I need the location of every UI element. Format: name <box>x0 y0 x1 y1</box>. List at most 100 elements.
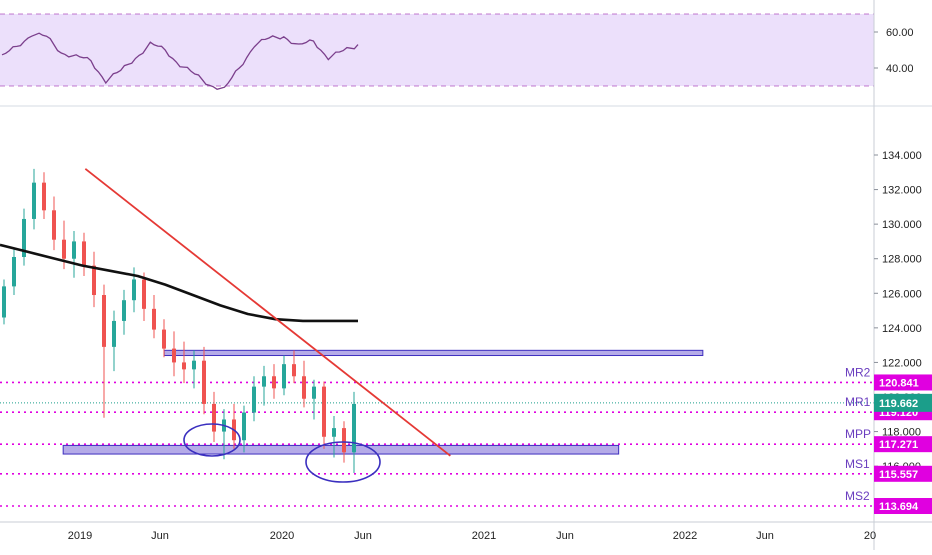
candle <box>182 341 186 384</box>
candle-body <box>102 295 106 347</box>
time-tick-label: 2020 <box>270 530 294 542</box>
candle <box>32 168 36 230</box>
price-axis[interactable]: 60.00 40.00 134.000 132.000 130.000 128.000 12… <box>873 0 932 550</box>
price-tick-label: 118.000 <box>882 427 921 439</box>
candle-body <box>152 308 156 330</box>
upper-resistance-zone[interactable] <box>163 349 704 357</box>
candle <box>72 231 76 278</box>
candle <box>112 310 116 372</box>
pivot-badge-mpp <box>874 436 932 453</box>
pivot-badge-mr2 <box>874 374 932 391</box>
candle <box>102 284 106 418</box>
candle-body <box>22 218 26 257</box>
time-tick-label: 20 <box>864 530 876 542</box>
price-panel: MR2 MR1 MPP MS1 MS2 <box>0 168 874 507</box>
pivot-badge-ms2 <box>874 498 932 515</box>
candle <box>172 331 176 377</box>
price-tick-label: 126.000 <box>882 288 922 300</box>
candle <box>202 346 206 415</box>
candle-body <box>352 403 356 453</box>
candle <box>212 391 216 442</box>
candle-body <box>132 279 136 301</box>
price-tick-label: 128.000 <box>882 254 922 266</box>
candle-body <box>202 360 206 404</box>
candle-body <box>112 320 116 347</box>
pivot-badge-text: 117.271 <box>879 439 918 451</box>
candle <box>92 251 96 308</box>
candle <box>82 232 86 276</box>
price-tick-label: 132.000 <box>882 185 922 197</box>
price-tick-label: 124.000 <box>882 323 922 335</box>
pivot-label-mr2: MR2 <box>845 365 871 379</box>
pivot-badge-text: 113.694 <box>879 501 919 513</box>
rsi-line <box>1 32 359 91</box>
pivot-label-mpp: MPP <box>845 427 871 441</box>
candle-body <box>302 376 306 399</box>
candle <box>192 350 196 389</box>
rsi-panel <box>0 13 932 107</box>
lower-support-zone[interactable] <box>62 444 620 455</box>
candle-body <box>322 386 326 437</box>
price-tick-label: 134.000 <box>882 150 922 162</box>
price-tick-label: 130.000 <box>882 219 922 231</box>
candle-body <box>12 256 16 287</box>
candle-body <box>312 386 316 399</box>
candle-body <box>332 428 336 437</box>
pivot-badge-text: 115.557 <box>879 469 918 481</box>
candle-body <box>192 360 196 370</box>
candle <box>322 381 326 449</box>
rsi-tick-label: 40.00 <box>886 63 914 75</box>
support-circle-right[interactable] <box>305 441 381 483</box>
candle <box>232 403 236 449</box>
rsi-tick-label: 60.00 <box>886 27 914 39</box>
candle <box>292 350 296 384</box>
candle-body <box>292 364 296 377</box>
candle <box>332 416 336 458</box>
pivot-label-mr1: MR1 <box>845 395 871 409</box>
candle-body <box>342 428 346 453</box>
candle <box>352 391 356 474</box>
candle <box>312 379 316 420</box>
candle-body <box>122 300 126 321</box>
time-tick-label: 2021 <box>472 530 496 542</box>
pivot-badge-text: 120.841 <box>879 377 919 389</box>
price-tick-label: 122.000 <box>882 357 922 369</box>
downtrend-line[interactable] <box>84 168 451 457</box>
candle-body <box>242 412 246 441</box>
candle <box>282 355 286 396</box>
moving-average-line <box>0 243 358 323</box>
candle-body <box>2 286 6 318</box>
candle <box>242 405 246 453</box>
time-axis[interactable]: 2019 Jun 2020 Jun 2021 Jun 2022 Jun 20 <box>0 521 932 542</box>
candle-body <box>262 376 266 387</box>
time-tick-label: 2022 <box>673 530 697 542</box>
current-price-badge-text: 119.662 <box>879 398 918 410</box>
candle-body <box>282 364 286 389</box>
candle <box>22 208 26 266</box>
pivot-label-ms2: MS2 <box>845 489 870 503</box>
candle-body <box>62 239 66 259</box>
candle-body <box>272 376 276 389</box>
time-tick-label: 2019 <box>68 530 92 542</box>
support-circle-left[interactable] <box>183 423 241 457</box>
candle <box>262 365 266 406</box>
current-price-badge <box>874 393 932 412</box>
candle-body <box>182 362 186 370</box>
candle <box>302 360 306 408</box>
time-tick-label: Jun <box>756 530 774 542</box>
candle <box>42 172 46 219</box>
candle <box>2 279 6 325</box>
time-tick-label: Jun <box>556 530 574 542</box>
candle-body <box>42 182 46 211</box>
candle <box>52 196 56 251</box>
candle <box>12 248 16 296</box>
pivot-label-ms1: MS1 <box>845 457 870 471</box>
rsi-band <box>0 14 874 86</box>
candle-body <box>52 210 56 240</box>
candle-body <box>92 265 96 296</box>
candle <box>142 272 146 321</box>
candle <box>272 364 276 399</box>
candle <box>252 376 256 422</box>
